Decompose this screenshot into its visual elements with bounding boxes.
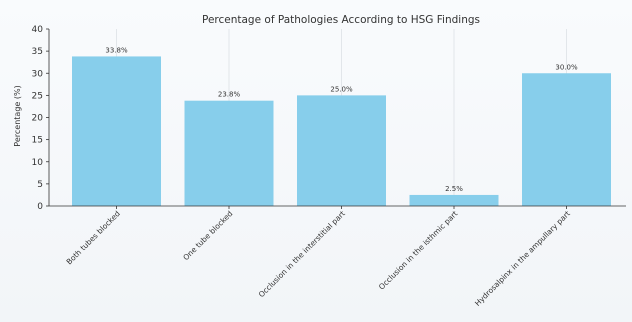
y-tick-label: 30: [32, 69, 44, 79]
x-tick-label: Hydrosalpinx in the ampullary part: [473, 209, 572, 308]
bar: [184, 100, 274, 206]
y-tick-label: 35: [32, 47, 43, 57]
y-tick-label: 15: [32, 136, 43, 146]
data-labels: 33.8% 23.8% 25.0% 2.5% 30.0%: [105, 46, 578, 193]
data-label: 23.8%: [218, 91, 241, 99]
x-ticks: Both tubes blocked One tube blocked Occlus…: [65, 206, 572, 308]
y-ticks: 0 5 10 15 20 25 30 35 40: [32, 25, 49, 212]
data-label: 30.0%: [555, 63, 578, 71]
x-tick-label: Both tubes blocked: [65, 209, 123, 267]
chart-title: Percentage of Pathologies According to H…: [202, 14, 480, 26]
x-tick-label: Occlusion in the isthmic part: [377, 209, 459, 291]
y-tick-label: 20: [32, 114, 44, 124]
y-tick-label: 5: [37, 180, 43, 190]
bar: [72, 56, 161, 207]
bar: [522, 73, 611, 206]
data-label: 2.5%: [445, 185, 463, 193]
y-tick-label: 10: [32, 158, 44, 168]
y-tick-label: 40: [32, 25, 44, 35]
data-label: 25.0%: [330, 85, 353, 93]
x-tick-label: Occlusion in the interstitial part: [257, 209, 347, 299]
x-tick-label: One tube blocked: [181, 209, 234, 262]
y-axis-label: Percentage (%): [13, 85, 22, 146]
bars: [72, 56, 611, 207]
y-tick-label: 0: [37, 202, 43, 212]
bar: [297, 95, 386, 206]
bar: [409, 194, 499, 206]
data-label: 33.8%: [105, 46, 128, 54]
y-tick-label: 25: [32, 91, 43, 101]
